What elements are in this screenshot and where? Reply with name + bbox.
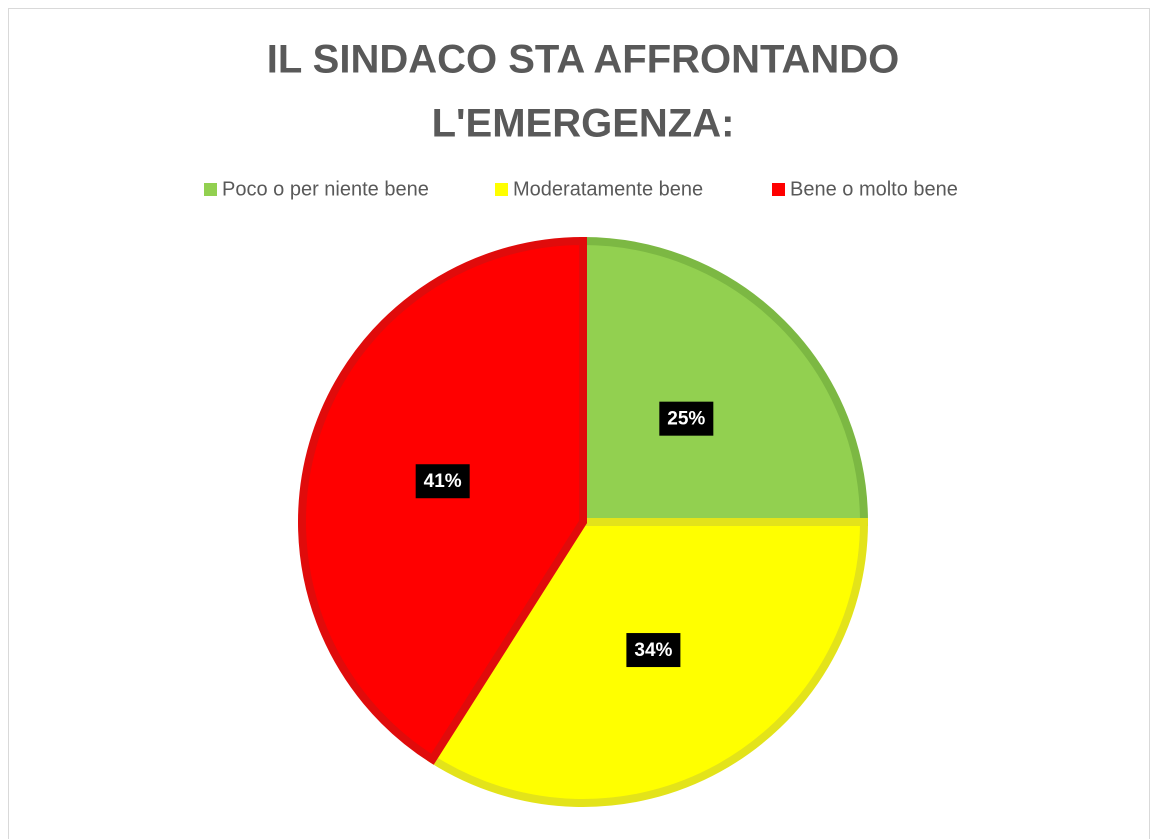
data-label: 34%: [634, 640, 672, 661]
legend-label: Poco o per niente bene: [222, 178, 429, 200]
data-label-box: [626, 633, 681, 668]
chart-title: L'EMERGENZA:: [432, 102, 735, 146]
legend-swatch: [495, 183, 508, 196]
pie-slice: [579, 236, 869, 526]
legend-swatch: [772, 183, 785, 196]
chart-title: IL SINDACO STA AFFRONTANDO: [267, 38, 900, 82]
legend-label: Bene o molto bene: [790, 178, 958, 200]
legend-swatch: [204, 183, 217, 196]
legend-label: Moderatamente bene: [513, 178, 703, 200]
data-label: 25%: [667, 409, 705, 430]
data-label: 41%: [424, 471, 462, 492]
pie-slice: [298, 236, 587, 765]
data-label-box: [659, 401, 714, 436]
data-label-box: [415, 464, 470, 499]
